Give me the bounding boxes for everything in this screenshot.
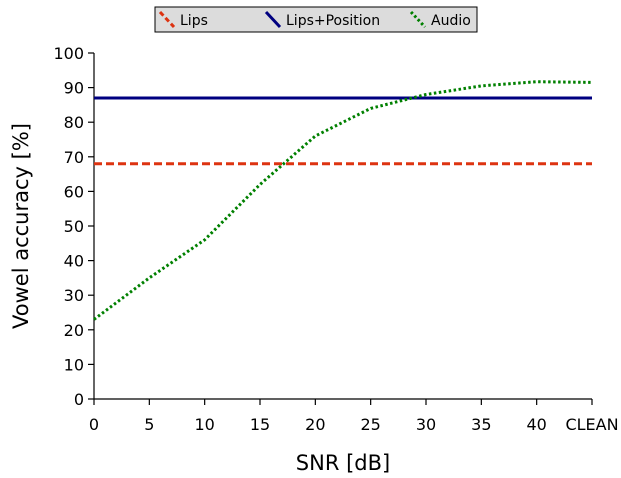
x-axis-label: SNR [dB]	[296, 451, 390, 474]
y-tick-label: 90	[64, 79, 84, 98]
x-tick-label: 15	[250, 415, 270, 434]
x-tick-label: 25	[360, 415, 380, 434]
plot-frame	[93, 53, 592, 400]
y-tick-label: 50	[64, 217, 84, 236]
legend-box	[154, 6, 478, 33]
y-tick-label: 40	[64, 252, 84, 271]
x-tick-label: 35	[471, 415, 491, 434]
x-axis: 0 5 10 15 20 25 30 35 40 CLEAN	[89, 399, 619, 434]
x-tick-label: 20	[305, 415, 325, 434]
y-axis-label: Vowel accuracy [%]	[9, 123, 33, 329]
legend: Lips Lips+Position Audio	[154, 6, 478, 33]
legend-label-0: Lips	[180, 13, 208, 29]
y-tick-label: 80	[64, 113, 84, 132]
legend-swatch-2	[409, 10, 427, 29]
x-tick-label: 0	[89, 415, 99, 434]
y-tick-label: 30	[64, 286, 84, 305]
y-tick-label: 60	[64, 182, 84, 201]
series-layer	[93, 80, 593, 321]
x-tick-label: 10	[194, 415, 214, 434]
x-tick-label: 5	[144, 415, 154, 434]
x-tick-label: 30	[416, 415, 436, 434]
y-tick-label: 70	[64, 148, 84, 167]
y-tick-label: 20	[64, 321, 84, 340]
series-line-2	[93, 80, 593, 321]
legend-swatch-0	[158, 10, 176, 29]
y-tick-label: 10	[64, 355, 84, 374]
legend-label-1: Lips+Position	[286, 13, 380, 29]
x-tick-label: 40	[526, 415, 546, 434]
legend-label-2: Audio	[431, 13, 471, 29]
y-tick-label: 0	[74, 390, 84, 409]
x-tick-label: CLEAN	[565, 415, 618, 434]
y-axis: 0 10 20 30 40 50 60 70 80 90 100	[53, 44, 94, 409]
y-tick-label: 100	[53, 44, 84, 63]
legend-swatch-1	[264, 10, 282, 29]
